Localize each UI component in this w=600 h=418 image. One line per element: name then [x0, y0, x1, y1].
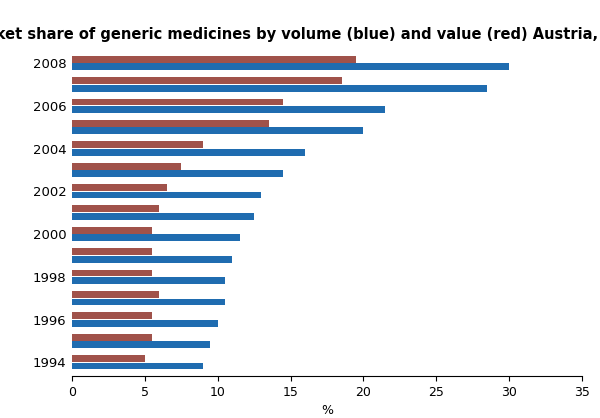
- Bar: [72, 312, 152, 319]
- Bar: [72, 277, 225, 284]
- Bar: [72, 341, 211, 348]
- Bar: [72, 85, 487, 92]
- Bar: [72, 170, 283, 177]
- Bar: [72, 149, 305, 155]
- Bar: [72, 163, 181, 170]
- Bar: [72, 227, 152, 234]
- Bar: [72, 320, 218, 327]
- Bar: [72, 141, 203, 148]
- Bar: [72, 56, 356, 63]
- Bar: [72, 334, 152, 341]
- Bar: [72, 127, 364, 134]
- Bar: [72, 106, 385, 113]
- X-axis label: %: %: [321, 405, 333, 418]
- Bar: [72, 256, 232, 263]
- Bar: [72, 77, 341, 84]
- Bar: [72, 206, 160, 212]
- Bar: [72, 355, 145, 362]
- Bar: [72, 248, 152, 255]
- Bar: [72, 184, 167, 191]
- Bar: [72, 363, 203, 370]
- Bar: [72, 298, 225, 305]
- Bar: [72, 234, 239, 241]
- Title: Market share of generic medicines by volume (blue) and value (red) Austria, 1994: Market share of generic medicines by vol…: [0, 27, 600, 42]
- Bar: [72, 99, 283, 105]
- Bar: [72, 291, 160, 298]
- Bar: [72, 191, 262, 199]
- Bar: [72, 270, 152, 276]
- Bar: [72, 120, 269, 127]
- Bar: [72, 64, 509, 70]
- Bar: [72, 213, 254, 220]
